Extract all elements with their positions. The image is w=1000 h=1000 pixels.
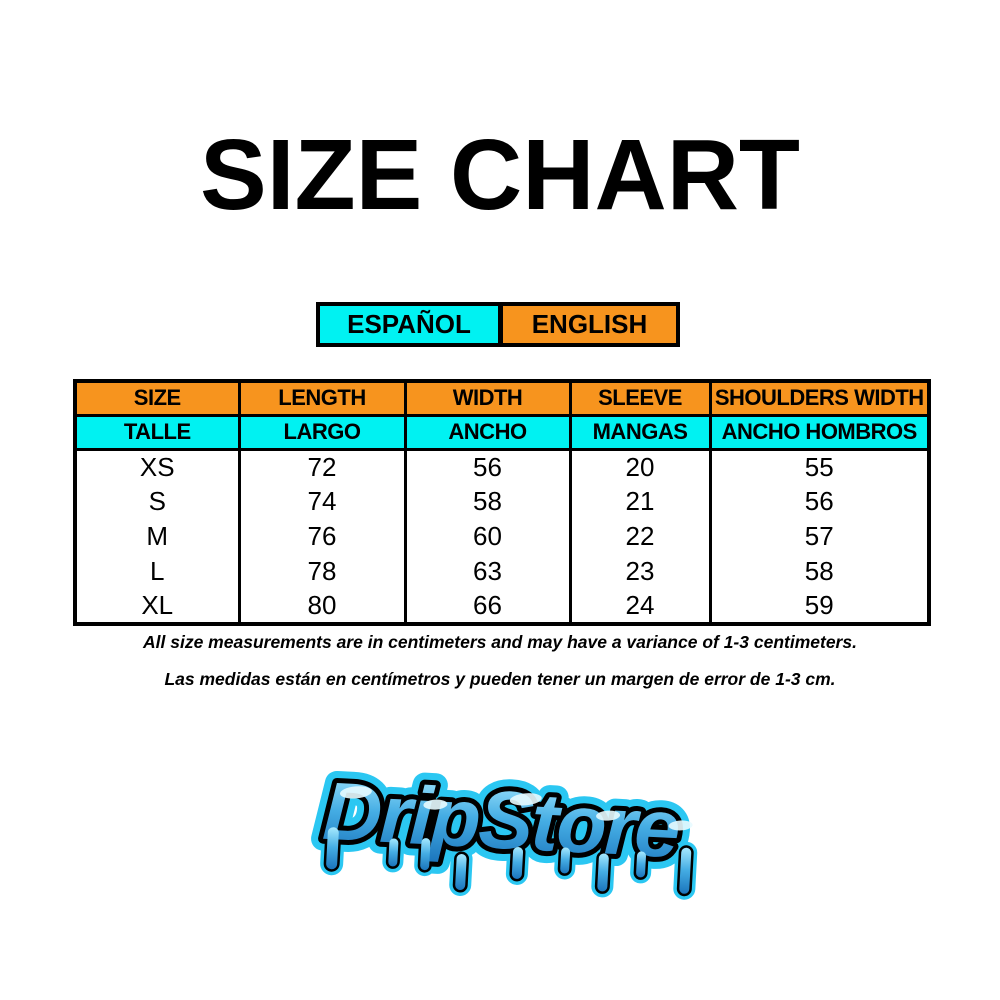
tab-espanol[interactable]: ESPAÑOL (320, 306, 498, 343)
header-cell: SLEEVE (568, 381, 712, 417)
header-cell: ANCHO (403, 415, 572, 451)
size-table: SIZE LENGTH WIDTH SLEEVE SHOULDERS WIDTH TALL… (73, 379, 931, 626)
size-cell: S (73, 484, 241, 519)
value-cell: 57 (708, 519, 931, 554)
tab-english[interactable]: ENGLISH (498, 306, 676, 343)
value-cell: 56 (708, 484, 931, 519)
header-cell: SHOULDERS WIDTH (708, 381, 931, 417)
note-spanish: Las medidas están en centímetros y puede… (164, 669, 836, 689)
header-row-spanish: TALLE LARGO ANCHO MANGAS ANCHO HOMBROS (73, 415, 931, 451)
value-cell: 63 (403, 554, 572, 589)
value-cell: 66 (403, 589, 572, 624)
table-row: M 76 60 22 57 (73, 519, 931, 554)
value-cell: 21 (568, 484, 712, 519)
header-cell: ANCHO HOMBROS (708, 415, 931, 451)
value-cell: 58 (403, 484, 572, 519)
table-row: XL 80 66 24 59 (73, 589, 931, 624)
value-cell: 23 (568, 554, 712, 589)
logo-fill (320, 765, 681, 876)
header-cell: LARGO (237, 415, 407, 451)
value-cell: 80 (237, 589, 407, 624)
value-cell: 72 (237, 449, 407, 484)
value-cell: 20 (568, 449, 712, 484)
dripstore-logo: DripStore (262, 748, 738, 918)
value-cell: 56 (403, 449, 572, 484)
value-cell: 76 (237, 519, 407, 554)
logo-highlights (339, 786, 693, 831)
table-row: L 78 63 23 58 (73, 554, 931, 589)
value-cell: 59 (708, 589, 931, 624)
value-cell: 58 (708, 554, 931, 589)
note-english: All size measurements are in centimeters… (143, 632, 857, 652)
size-cell: XS (73, 449, 241, 484)
page-title: SIZE CHART (200, 119, 800, 231)
value-cell: 60 (403, 519, 572, 554)
value-cell: 22 (568, 519, 712, 554)
size-cell: M (73, 519, 241, 554)
header-cell: MANGAS (568, 415, 712, 451)
header-cell: SIZE (73, 381, 241, 417)
value-cell: 24 (568, 589, 712, 624)
header-cell: LENGTH (237, 381, 407, 417)
language-tabs: ESPAÑOL ENGLISH (316, 302, 680, 347)
value-cell: 78 (237, 554, 407, 589)
header-cell: WIDTH (403, 381, 572, 417)
size-table-container: SIZE LENGTH WIDTH SLEEVE SHOULDERS WIDTH TALL… (73, 379, 931, 626)
size-cell: XL (73, 589, 241, 624)
size-table-body: XS 72 56 20 55 S 74 58 21 56 M 76 60 22 57 L 78 63 23 58 XL 8… (73, 449, 931, 624)
header-cell: TALLE (73, 415, 241, 451)
table-row: S 74 58 21 56 (73, 484, 931, 519)
size-table-head: SIZE LENGTH WIDTH SLEEVE SHOULDERS WIDTH TALL… (73, 381, 931, 451)
value-cell: 55 (708, 449, 931, 484)
value-cell: 74 (237, 484, 407, 519)
size-cell: L (73, 554, 241, 589)
table-row: XS 72 56 20 55 (73, 449, 931, 484)
header-row-english: SIZE LENGTH WIDTH SLEEVE SHOULDERS WIDTH (73, 381, 931, 417)
